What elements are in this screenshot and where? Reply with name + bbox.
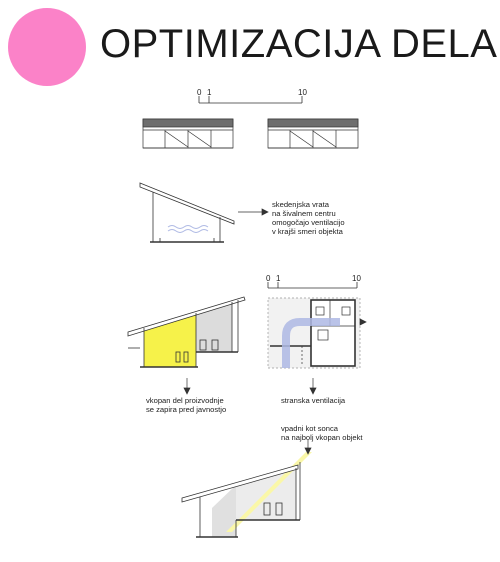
scale-top-tick-10: 10	[298, 88, 307, 97]
section-ventilation	[139, 182, 235, 243]
scale-top-tick-1: 1	[207, 88, 212, 97]
scale-top-tick-0: 0	[197, 88, 202, 97]
elevation-right	[267, 118, 359, 149]
scale-mid-tick-0: 0	[266, 274, 271, 283]
scale-mid-tick-1: 1	[276, 274, 281, 283]
section-sunken	[127, 296, 246, 368]
scale-bar-top	[198, 96, 303, 104]
arrow-ventilation	[238, 208, 269, 216]
annotation-sun-line-2: na najbolj vkopan objekt	[281, 433, 363, 442]
page-title: OPTIMIZACIJA DELA	[100, 22, 498, 66]
annotation-sun-line-1: vpadni kot sonca	[281, 424, 338, 433]
elevation-left	[142, 118, 234, 149]
annotation-side-ventilation: stranska ventilacija	[281, 396, 346, 405]
arrow-sun-angle	[304, 440, 312, 455]
annotation-sunken-line-2: se zapira pred javnostjo	[146, 405, 227, 414]
scale-mid-tick-10: 10	[352, 274, 361, 283]
scale-bar-mid	[267, 282, 358, 289]
annotation-ventilation-line-4: v krajši smeri objekta	[272, 227, 343, 236]
arrow-side-ventilation	[309, 378, 317, 395]
plan-side-ventilation	[267, 297, 367, 369]
annotation-ventilation-line-3: omogočajo ventilacijo	[272, 218, 345, 227]
section-sun-angle	[181, 452, 312, 538]
annotation-ventilation-line-2: na šivalnem centru	[272, 209, 336, 218]
annotation-ventilation-line-1: skedenjska vrata	[272, 200, 329, 209]
annotation-sunken-line-1: vkopan del proizvodnje	[146, 396, 224, 405]
arrow-sunken	[183, 378, 191, 395]
header-pink-dot	[8, 8, 86, 86]
